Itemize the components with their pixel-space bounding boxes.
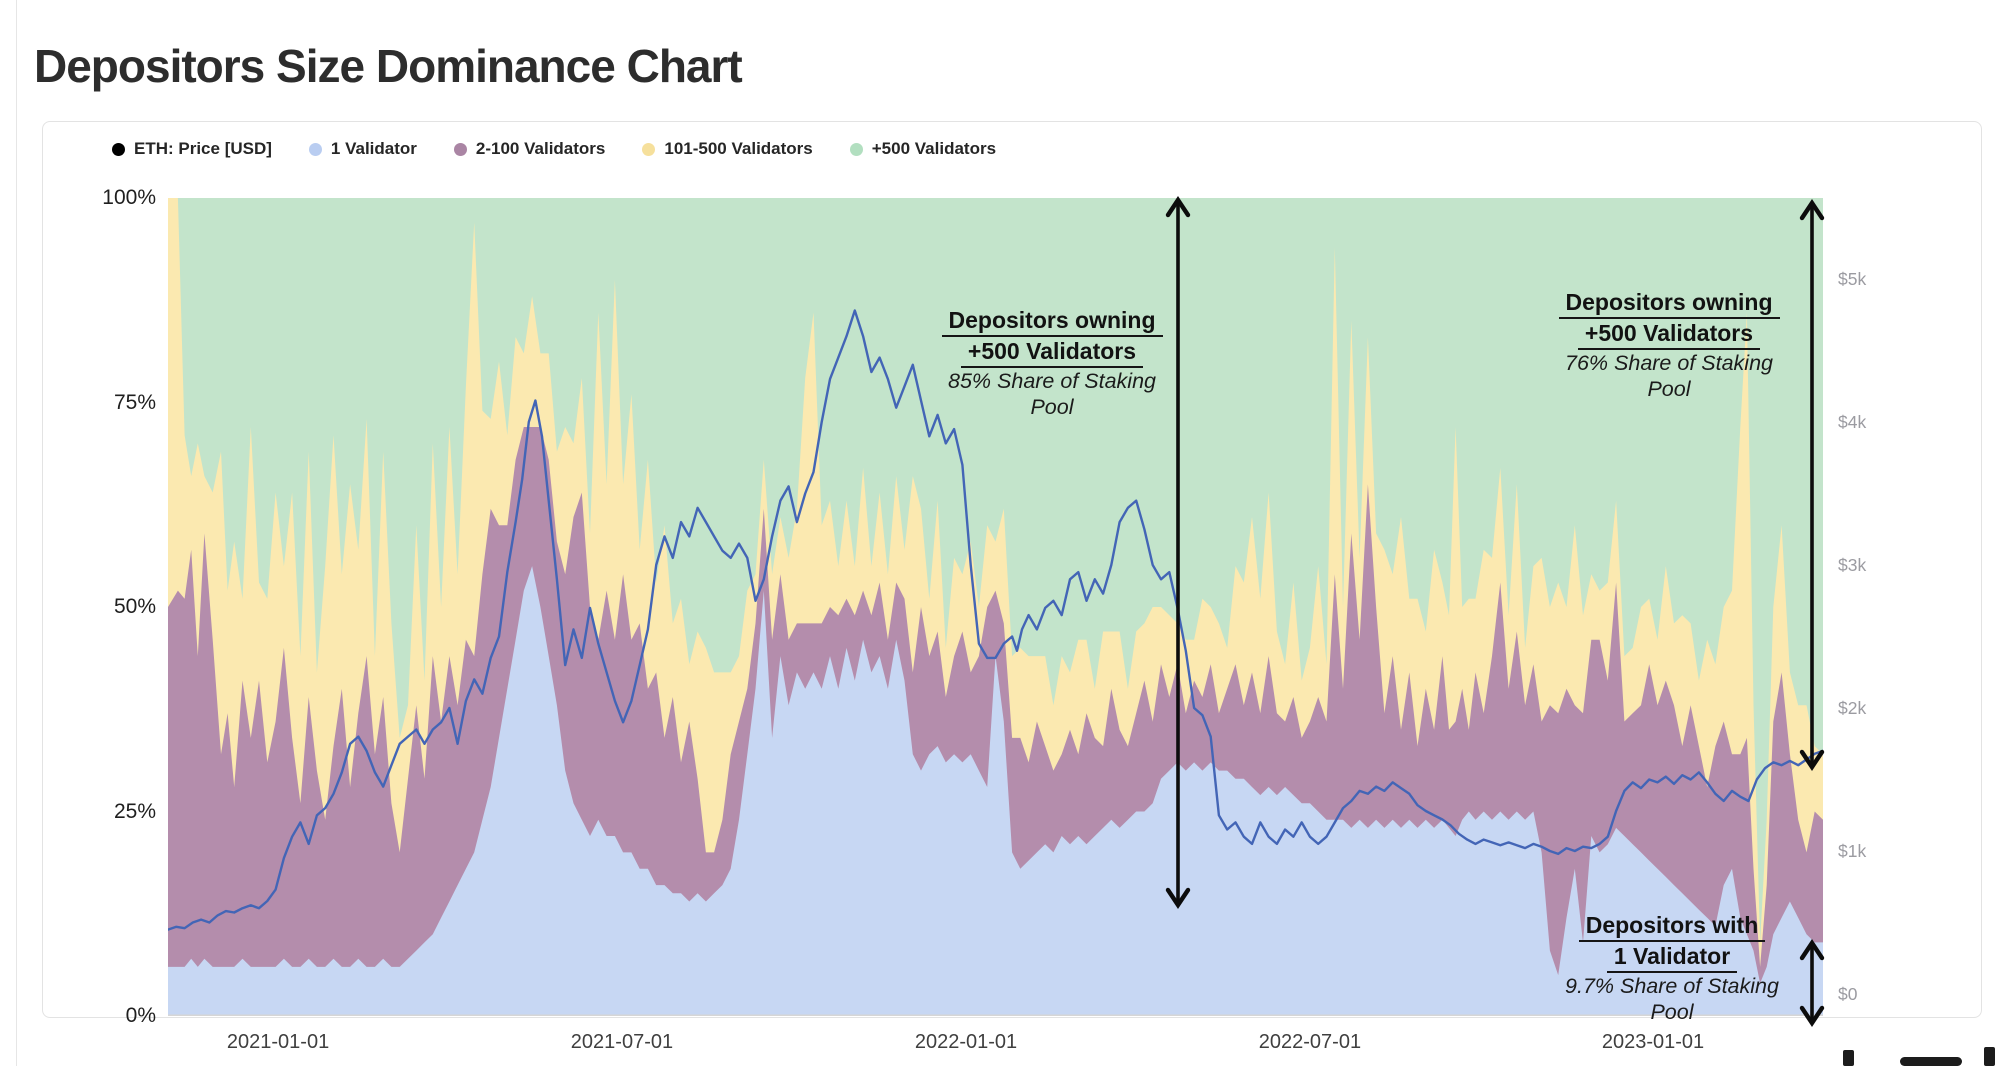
legend-swatch-icon bbox=[308, 142, 322, 156]
legend-label: 101-500 Validators bbox=[664, 139, 813, 158]
y-left-tick-100%: 100% bbox=[102, 186, 156, 209]
annotation-share-line: 9.7% Share of Staking bbox=[1565, 974, 1779, 998]
legend-item-101-500-validators[interactable]: 101-500 Validators bbox=[642, 139, 813, 159]
annotation-one-validator: Depositors with 1 Validator 9.7% Share o… bbox=[1522, 911, 1822, 1025]
annotation-heading: Depositors owning bbox=[941, 306, 1163, 337]
chart-legend: ETH: Price [USD] 1 Validator 2-100 Validat… bbox=[112, 139, 996, 159]
cut-off-watermark-icon bbox=[1843, 1050, 1854, 1066]
x-tick-2021-07-01: 2021-07-01 bbox=[570, 1031, 674, 1053]
dominance-chart-canvas bbox=[168, 198, 1823, 1016]
annotation-share-line: Pool bbox=[1647, 377, 1691, 401]
y-right-tick-$5k: $5k bbox=[1838, 269, 1867, 289]
y-left-tick-25%: 25% bbox=[113, 799, 156, 823]
annotation-share-line: Pool bbox=[1030, 395, 1074, 419]
legend-swatch-icon bbox=[849, 142, 863, 156]
cut-off-watermark-icon bbox=[1900, 1057, 1962, 1066]
annotation-share-line: 76% Share of Staking bbox=[1565, 351, 1773, 375]
legend-swatch-icon bbox=[112, 142, 125, 156]
x-tick-2022-01-01: 2022-01-01 bbox=[914, 1031, 1018, 1053]
legend-label: 2-100 Validators bbox=[475, 139, 606, 158]
legend-item-1-validator[interactable]: 1 Validator bbox=[308, 139, 417, 159]
annotation-right-500plus: Depositors owning +500 Validators 76% Sh… bbox=[1529, 288, 1809, 402]
annotation-share-line: 85% Share of Staking bbox=[948, 369, 1156, 393]
annotation-share-line: Pool bbox=[1650, 1000, 1694, 1024]
cut-off-watermark-icon bbox=[1984, 1047, 1995, 1066]
legend-item-eth-price-usd-[interactable]: ETH: Price [USD] bbox=[112, 139, 272, 159]
legend-swatch-icon bbox=[642, 142, 656, 156]
y-left-tick-75%: 75% bbox=[113, 390, 156, 414]
y-right-tick-$0: $0 bbox=[1838, 984, 1858, 1004]
annotation-mid-500plus: Depositors owning +500 Validators 85% Sh… bbox=[912, 306, 1192, 420]
eth-price-line bbox=[168, 309, 1823, 931]
annotation-heading: Depositors owning bbox=[1558, 288, 1780, 319]
legend-label: +500 Validators bbox=[871, 139, 997, 158]
legend-label: ETH: Price [USD] bbox=[134, 139, 272, 158]
y-right-tick-$4k: $4k bbox=[1838, 412, 1867, 432]
legend-item--500-validators[interactable]: +500 Validators bbox=[849, 139, 997, 159]
y-right-tick-$1k: $1k bbox=[1838, 841, 1867, 861]
x-tick-2021-01-01: 2021-01-01 bbox=[226, 1031, 330, 1053]
annotation-heading: Depositors with bbox=[1578, 911, 1766, 942]
legend-label: 1 Validator bbox=[330, 139, 417, 158]
page-title: Depositors Size Dominance Chart bbox=[34, 39, 743, 92]
annotation-heading: +500 Validators bbox=[1577, 319, 1761, 350]
legend-item-2-100-validators[interactable]: 2-100 Validators bbox=[453, 139, 606, 159]
area-1-validator bbox=[168, 566, 1823, 1016]
legend-swatch-icon bbox=[453, 142, 467, 156]
y-right-tick-$3k: $3k bbox=[1838, 555, 1867, 575]
y-left-tick-0%: 0% bbox=[125, 1004, 156, 1027]
x-tick-2023-01-01: 2023-01-01 bbox=[1601, 1031, 1705, 1053]
annotation-heading: +500 Validators bbox=[960, 337, 1144, 368]
y-left-tick-50%: 50% bbox=[113, 595, 156, 618]
annotation-heading: 1 Validator bbox=[1606, 942, 1738, 973]
x-tick-2022-07-01: 2022-07-01 bbox=[1258, 1031, 1362, 1053]
y-right-tick-$2k: $2k bbox=[1838, 698, 1867, 718]
page-edge-divider bbox=[16, 0, 17, 1066]
